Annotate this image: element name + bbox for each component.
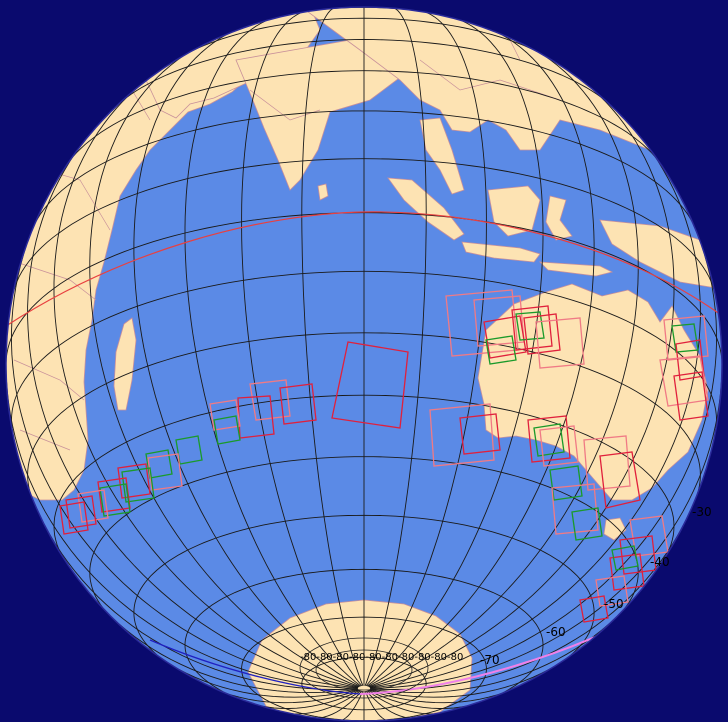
graticule-line — [113, 39, 615, 109]
graticule-line — [89, 45, 360, 688]
graticule-line — [11, 233, 358, 689]
madagascar — [113, 317, 137, 411]
australia — [477, 283, 709, 501]
graticule-line — [32, 110, 696, 229]
malay-peninsula — [419, 117, 465, 195]
graticule-line — [370, 504, 694, 690]
lat-label-70: -70 — [480, 653, 500, 667]
graticule-line — [53, 80, 359, 688]
footprint — [483, 315, 527, 359]
pole-ring — [299, 637, 429, 699]
graticule-line — [6, 369, 358, 689]
footprint — [599, 451, 641, 509]
sulawesi — [545, 195, 573, 241]
lesser-sunda — [538, 261, 614, 277]
lat-label-60: -60 — [546, 625, 566, 639]
footprint — [671, 323, 699, 353]
footprint — [459, 413, 501, 455]
footprint — [533, 423, 565, 457]
graticule-line — [12, 158, 716, 293]
graticule-line — [370, 233, 717, 689]
graticule-line — [369, 135, 701, 688]
footprint — [147, 453, 183, 491]
footprints — [59, 289, 709, 623]
graticule-line — [241, 616, 487, 721]
graticule-line — [241, 9, 363, 687]
footprint — [659, 355, 709, 407]
new-guinea — [599, 219, 722, 291]
footprint — [551, 483, 599, 535]
graticule-line — [65, 70, 663, 166]
lat-label-40: -40 — [650, 555, 670, 569]
java — [461, 241, 541, 263]
footprint — [535, 317, 585, 369]
graticule-line — [366, 16, 544, 687]
footprint — [515, 311, 545, 341]
graticule-line — [301, 7, 364, 686]
footprint — [279, 383, 317, 425]
graticule-line — [301, 656, 427, 711]
footprint — [117, 463, 151, 499]
sri-lanka — [317, 183, 329, 201]
footprint — [611, 545, 639, 571]
graticule-line — [27, 332, 701, 495]
footprint — [99, 483, 131, 517]
footprint — [209, 399, 241, 431]
graticule-line — [369, 80, 675, 688]
footprint — [429, 403, 495, 467]
footprint — [249, 379, 291, 421]
graticule-line — [133, 28, 361, 687]
footprint — [673, 371, 709, 421]
graticule-line — [365, 9, 487, 687]
footprint — [77, 489, 109, 523]
lat-label-30: -30 — [692, 505, 712, 519]
footprint — [511, 305, 553, 351]
orbit-red — [6, 211, 722, 331]
footprint — [59, 501, 89, 535]
footprint — [523, 313, 561, 355]
footprint — [65, 495, 97, 529]
footprint-large — [331, 341, 409, 429]
pole-labels: -80-80-80-80-80-80-80-80-80-80 — [300, 652, 463, 663]
graticule-line — [27, 135, 359, 688]
footprint — [571, 507, 603, 541]
lat-label-50: -50 — [604, 597, 624, 611]
graticule-line — [369, 600, 634, 694]
footprint — [145, 449, 173, 479]
graticule-line — [172, 17, 556, 62]
footprint — [663, 315, 709, 361]
footprint — [539, 425, 579, 467]
graticule-line — [367, 28, 595, 687]
graticule-line — [94, 600, 359, 694]
graticule-line — [364, 7, 427, 686]
graticule-line — [370, 369, 722, 689]
orbit-blue — [149, 639, 361, 695]
footprint — [583, 435, 631, 491]
footprint — [213, 415, 241, 445]
graticule-line — [368, 45, 639, 688]
graticule-line — [184, 16, 362, 687]
footprint — [579, 595, 609, 623]
footprint — [527, 415, 571, 463]
footprint — [485, 335, 517, 365]
footprint — [121, 467, 155, 503]
